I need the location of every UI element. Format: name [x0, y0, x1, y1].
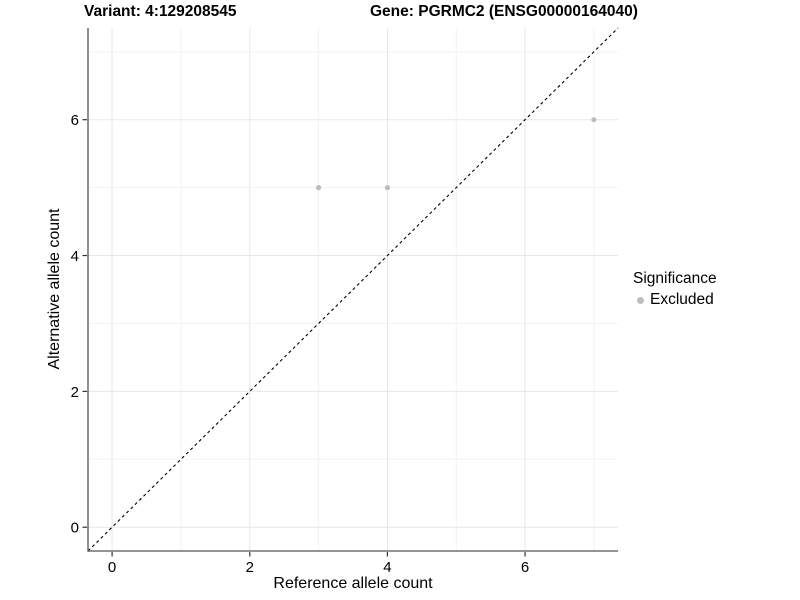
data-point: [591, 117, 597, 123]
x-tick-label: 6: [521, 559, 529, 576]
identity-line: [87, 27, 619, 552]
legend: Significance Excluded: [632, 270, 717, 309]
y-tick-label: 6: [71, 112, 79, 129]
y-tick-label: 0: [71, 520, 79, 537]
variant-title: Variant: 4:129208545: [84, 3, 237, 20]
legend-item-label: Excluded: [650, 291, 714, 308]
x-tick-label: 4: [383, 559, 391, 576]
x-axis-title: Reference allele count: [273, 575, 433, 592]
x-tick-label: 0: [108, 559, 116, 576]
data-point: [315, 185, 322, 191]
legend-point-icon: [637, 296, 644, 304]
legend-title: Significance: [633, 270, 717, 287]
y-tick-label: 2: [71, 384, 79, 401]
y-axis-title: Alternative allele count: [46, 208, 63, 370]
data-point: [384, 185, 391, 191]
x-tick-label: 2: [246, 559, 254, 576]
legend-item-excluded: Excluded: [632, 291, 717, 309]
y-tick-label: 4: [71, 248, 79, 265]
gene-title: Gene: PGRMC2 (ENSG00000164040): [370, 3, 638, 20]
